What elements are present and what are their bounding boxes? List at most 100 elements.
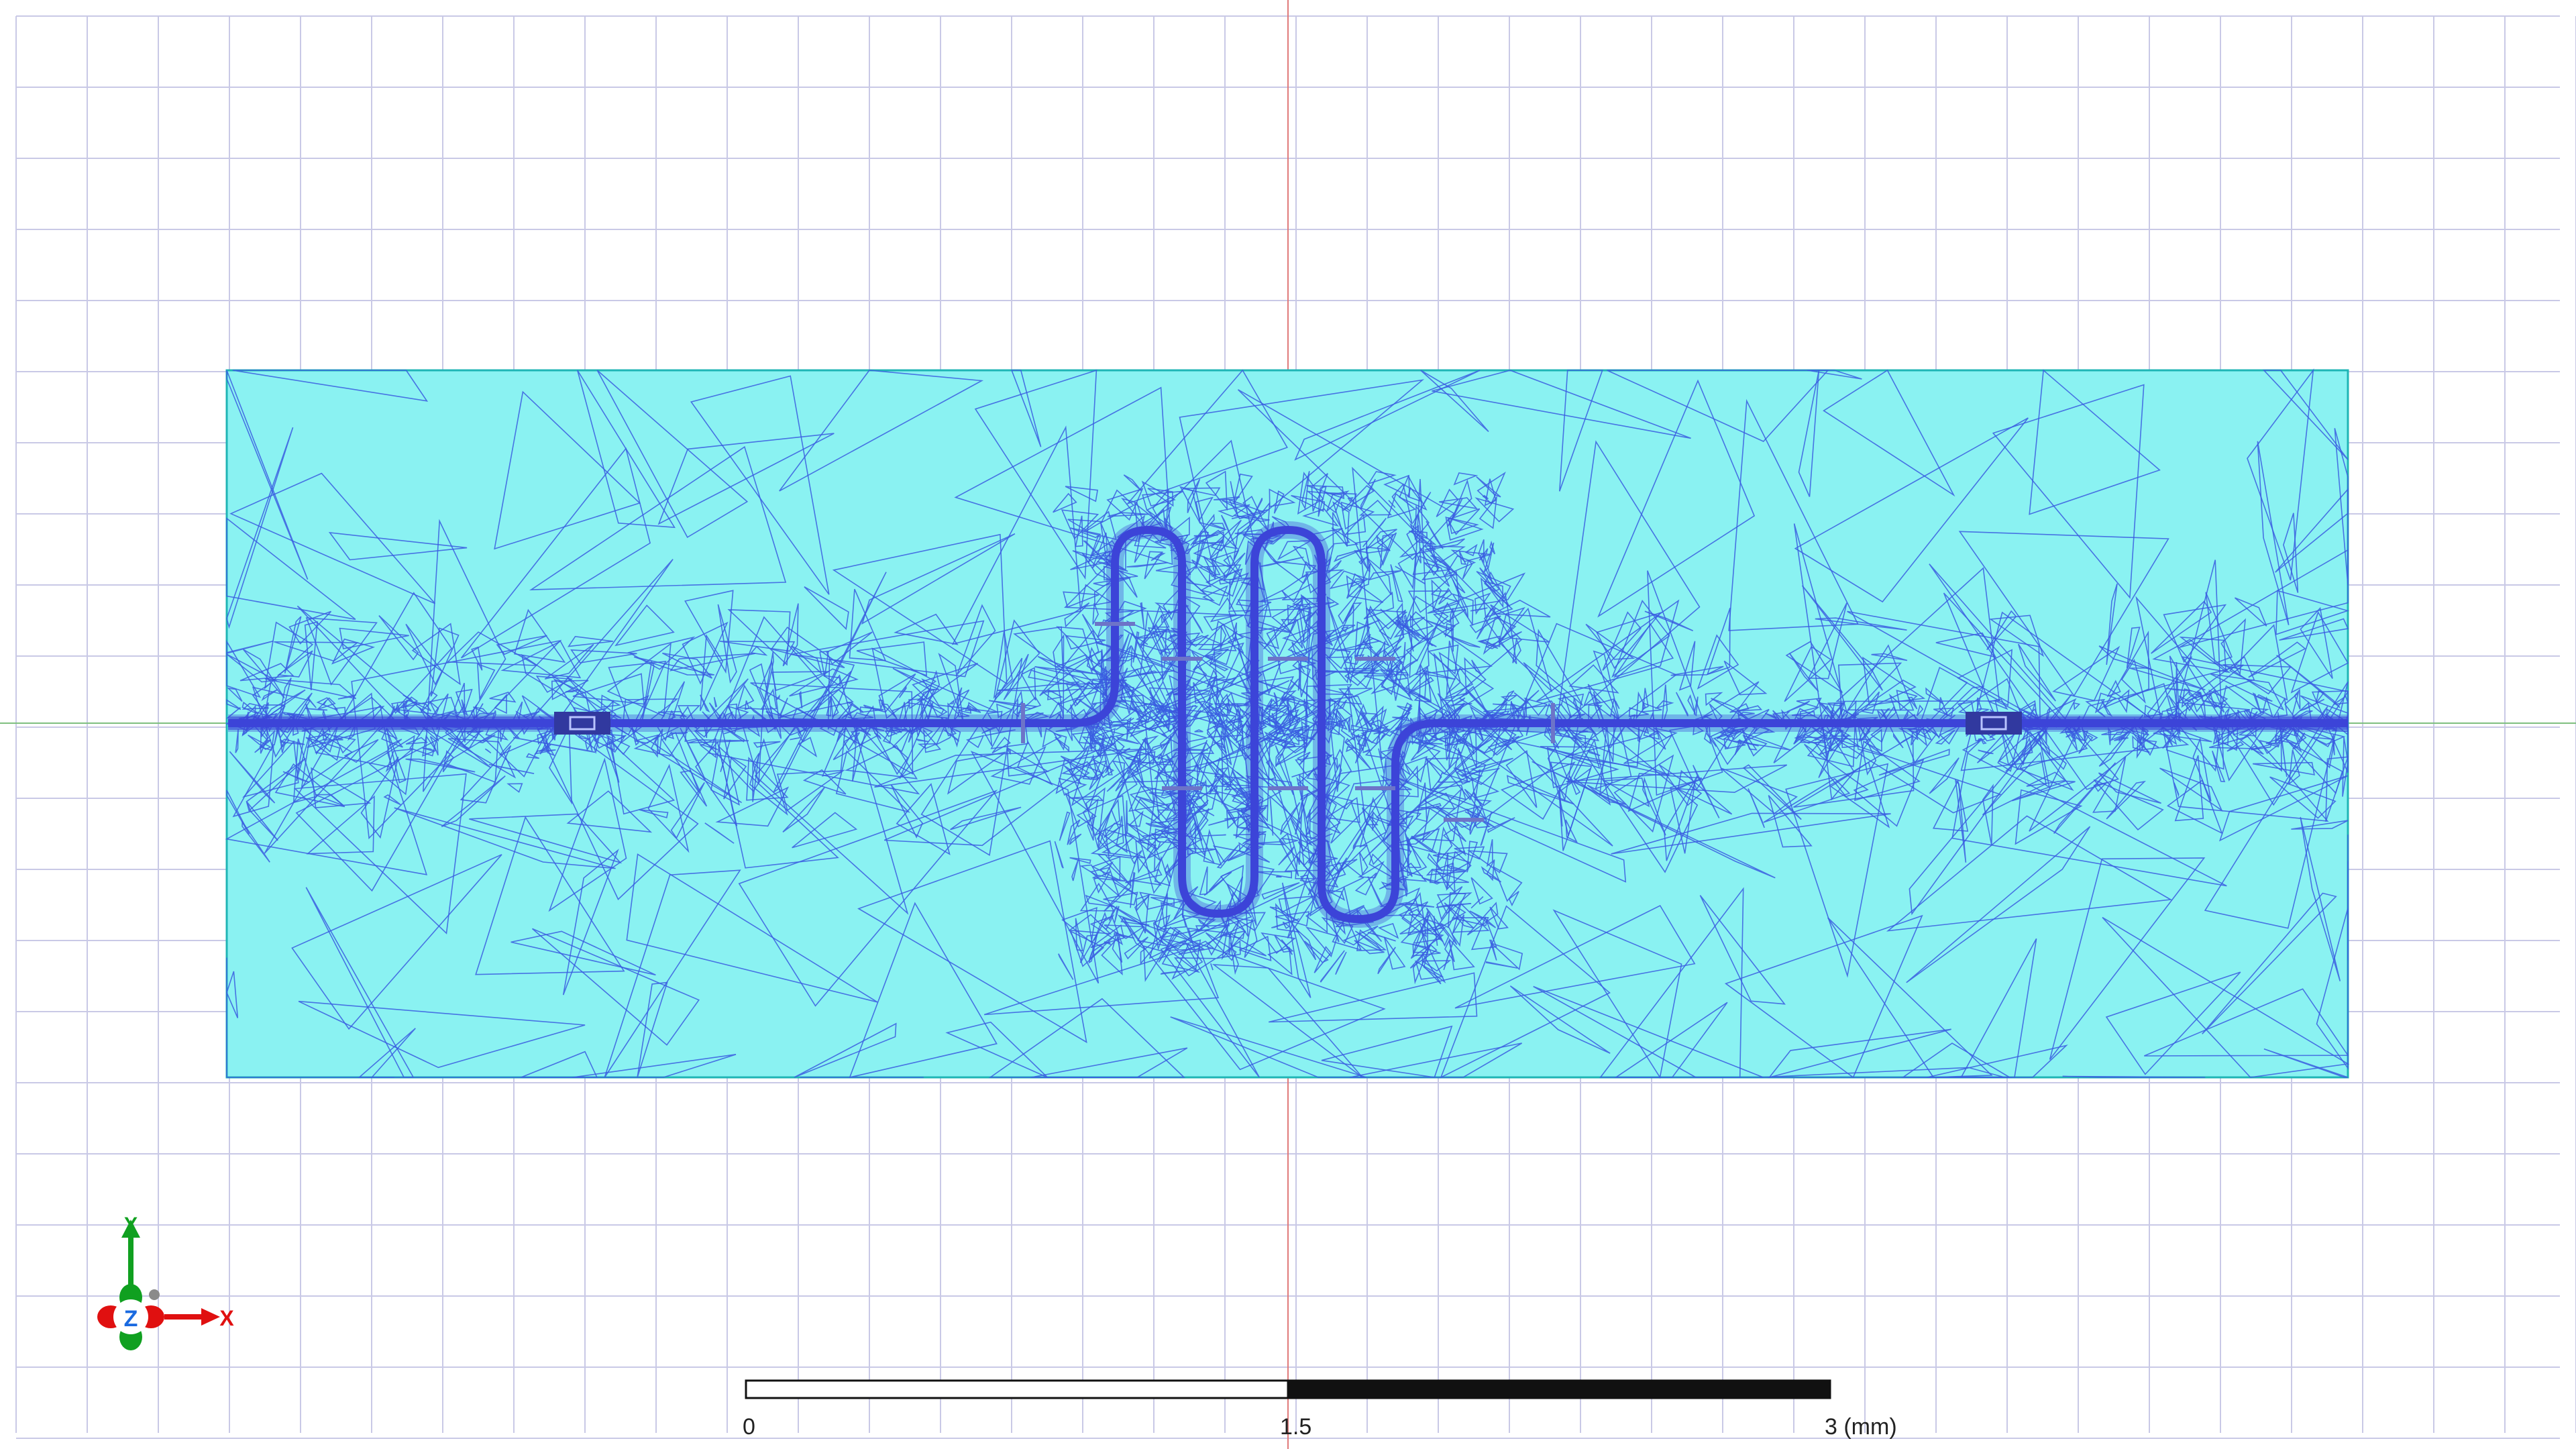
scale-bar-white-segment bbox=[745, 1379, 1289, 1399]
mesh-triangle bbox=[1483, 580, 1504, 608]
mesh-triangle bbox=[1201, 834, 1226, 837]
mesh-triangle bbox=[920, 657, 1023, 856]
mesh-triangle bbox=[1352, 812, 1374, 849]
mesh-triangle bbox=[1150, 833, 1187, 844]
mesh-triangle bbox=[1115, 737, 1147, 792]
mesh-triangle bbox=[1654, 727, 1678, 739]
mesh-triangle bbox=[1233, 518, 1254, 560]
mesh-triangle bbox=[1095, 727, 1116, 745]
mesh-triangle bbox=[537, 729, 553, 745]
port-marker[interactable] bbox=[1966, 712, 2022, 735]
mesh-triangle bbox=[2283, 719, 2336, 769]
mesh-triangle bbox=[2049, 857, 2206, 1060]
mesh-triangle bbox=[1409, 669, 1428, 698]
mesh-triangle bbox=[593, 729, 615, 751]
mesh-triangle bbox=[1398, 847, 1412, 873]
mesh-triangle bbox=[1061, 906, 1098, 944]
mesh-triangle bbox=[1992, 384, 2145, 599]
mesh-triangle bbox=[1101, 845, 1146, 859]
mesh-triangle bbox=[1705, 692, 1723, 706]
mesh-triangle bbox=[1324, 797, 1360, 823]
port-marker[interactable] bbox=[554, 712, 610, 735]
mesh-triangle bbox=[1222, 500, 1256, 519]
mesh-triangle bbox=[1097, 854, 1132, 887]
mesh-triangle bbox=[1827, 917, 1993, 1078]
mesh-triangle bbox=[2062, 1075, 2206, 1078]
mesh-triangle bbox=[1282, 921, 1291, 929]
mesh-triangle bbox=[1433, 652, 1613, 847]
mesh-triangle bbox=[1452, 916, 1489, 926]
mesh-triangle bbox=[446, 631, 537, 666]
mesh-triangle bbox=[1410, 788, 1462, 842]
mesh-triangle bbox=[1500, 694, 1517, 702]
filter-trace-line[interactable] bbox=[228, 526, 2348, 923]
mesh-triangle bbox=[1500, 761, 1576, 820]
mesh-triangle bbox=[846, 701, 864, 713]
mesh-triangle bbox=[2194, 692, 2204, 699]
mesh-triangle bbox=[1261, 698, 1278, 718]
mesh-triangle bbox=[1082, 798, 1099, 833]
mesh-triangle bbox=[323, 700, 327, 706]
mesh-triangle bbox=[1145, 822, 1174, 830]
mesh-triangle bbox=[1454, 846, 1485, 860]
mesh-triangle bbox=[577, 370, 676, 529]
mesh-triangle bbox=[1368, 853, 1403, 883]
mesh-triangle bbox=[1613, 754, 1674, 833]
mesh-triangle bbox=[1523, 697, 1527, 720]
mesh-triangle bbox=[2070, 723, 2086, 742]
ports[interactable] bbox=[554, 622, 2022, 822]
mesh-triangle bbox=[1799, 734, 1827, 743]
mesh-triangle bbox=[494, 390, 641, 550]
coordinate-triad[interactable]: Z Y X bbox=[97, 1214, 234, 1350]
mesh-triangle bbox=[1426, 868, 1466, 876]
mesh-triangle bbox=[2094, 692, 2117, 714]
mesh-triangle bbox=[1444, 667, 1474, 699]
mesh-triangle bbox=[1042, 727, 1063, 748]
mesh-triangle bbox=[1346, 573, 1366, 599]
mesh-triangle bbox=[1097, 833, 1111, 853]
mesh-triangle bbox=[790, 737, 800, 741]
mesh-triangle bbox=[1055, 737, 1070, 753]
mesh-triangle bbox=[1125, 868, 1163, 883]
mesh-triangle bbox=[775, 694, 780, 701]
mesh-triangle bbox=[1183, 816, 1206, 857]
mesh-triangle bbox=[529, 445, 787, 590]
mesh-triangle bbox=[2334, 428, 2349, 585]
mesh-triangle bbox=[657, 433, 835, 525]
mesh-triangle bbox=[531, 928, 700, 1046]
mesh-triangle bbox=[738, 790, 998, 1007]
mesh-triangle bbox=[1134, 895, 1150, 934]
mesh-triangle bbox=[2247, 368, 2314, 581]
mesh-triangle bbox=[1699, 895, 1786, 1005]
mesh-triangle bbox=[1116, 771, 1138, 800]
mesh-triangle bbox=[2136, 735, 2143, 759]
hairpin-filter[interactable] bbox=[228, 521, 2348, 928]
mesh-triangle bbox=[1193, 534, 1218, 537]
filter-trace[interactable] bbox=[228, 521, 2348, 928]
mesh-triangle bbox=[948, 699, 955, 705]
mesh-triangle bbox=[1870, 720, 1890, 743]
mesh-triangle bbox=[1911, 729, 1923, 746]
mesh-triangle bbox=[1404, 755, 1428, 783]
mesh-triangle bbox=[1444, 902, 1474, 929]
mesh-triangle bbox=[1440, 692, 1470, 702]
mesh-triangle bbox=[1020, 712, 1044, 720]
mesh-triangle bbox=[2179, 636, 2227, 673]
mesh-triangle bbox=[1191, 559, 1211, 586]
mesh-triangle bbox=[1788, 653, 1819, 692]
mesh-triangle bbox=[1978, 749, 1994, 755]
mesh-triangle bbox=[2106, 583, 2118, 665]
mesh-triangle bbox=[967, 702, 981, 713]
mesh-triangle bbox=[1205, 706, 1222, 724]
mesh-triangle bbox=[1154, 751, 1177, 780]
mesh-triangle bbox=[1796, 697, 1822, 708]
mesh-triangle bbox=[1222, 777, 1232, 805]
mesh-triangle bbox=[1128, 810, 1144, 827]
mesh-triangle bbox=[1336, 643, 1373, 651]
mesh-triangle bbox=[295, 727, 311, 782]
mesh-triangle bbox=[2316, 908, 2349, 1070]
mesh-triangle bbox=[1794, 417, 2029, 603]
mesh-triangle bbox=[1409, 531, 1428, 539]
